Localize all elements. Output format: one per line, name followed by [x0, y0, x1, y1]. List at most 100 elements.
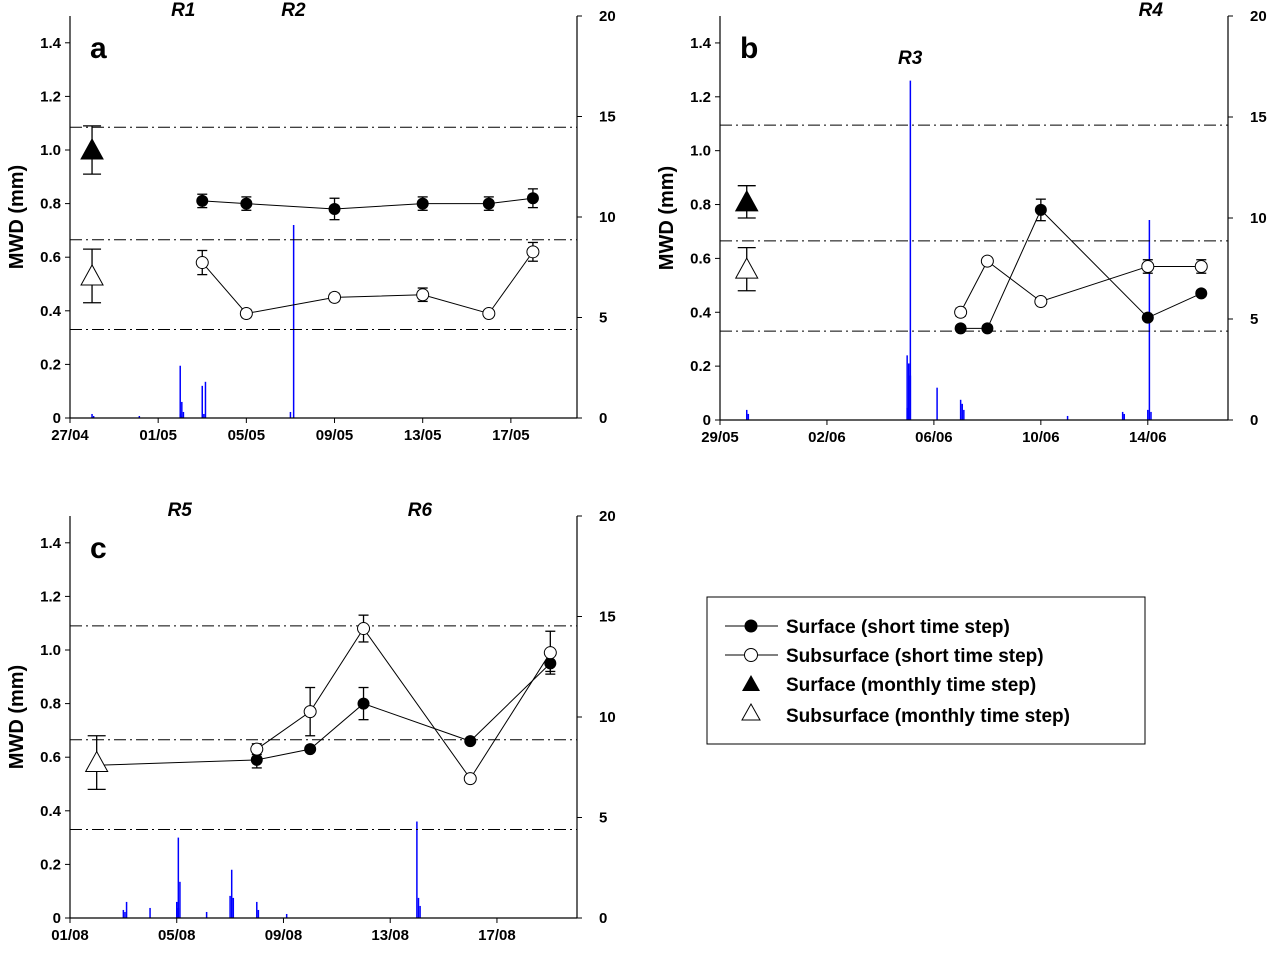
- data-point-surface: [416, 197, 429, 210]
- y-axis-title: MWD (mm): [6, 665, 28, 769]
- y-tick-label: 1.0: [690, 143, 711, 160]
- data-point-subsurface: [980, 254, 994, 268]
- data-point-surface: [526, 192, 539, 205]
- panel-label: c: [90, 532, 107, 565]
- data-point-open-triangle: [80, 263, 104, 286]
- y2-tick-label: 5: [599, 310, 607, 327]
- panel-b: 0 0.2 0.4 0.6 0.8 1.0 1.2 1.4 0 5 10 15 20 29/05 02/06…: [656, 0, 1267, 446]
- x-tick-label: 13/08: [371, 927, 409, 944]
- x-tick-label: 06/06: [915, 429, 953, 446]
- data-point-surface: [1195, 287, 1208, 300]
- x-tick-label: 05/08: [158, 927, 196, 944]
- x-tick-label: 01/05: [139, 427, 177, 444]
- y2-tick-label: 20: [599, 8, 616, 25]
- data-point-surface: [954, 322, 967, 335]
- y2-tick-label: 0: [599, 410, 607, 427]
- x-tick-label: 09/08: [265, 927, 303, 944]
- data-point-subsurface: [416, 288, 430, 302]
- y-tick-label: 1.4: [690, 35, 712, 52]
- y-tick-label: 1.2: [690, 89, 711, 106]
- data-point-surface: [464, 735, 477, 748]
- panel-label: a: [90, 32, 107, 65]
- legend-label-surface-short: Surface (short time step): [786, 617, 1010, 638]
- y-tick-label: 0.6: [40, 749, 61, 766]
- y2-tick-label: 10: [1250, 210, 1267, 227]
- data-point-subsurface: [1141, 259, 1155, 273]
- legend-marker-open-circle: [744, 648, 758, 662]
- data-point-surface: [196, 194, 209, 207]
- x-tick-label: 05/05: [228, 427, 266, 444]
- x-tick-label: 27/04: [51, 427, 89, 444]
- data-point-subsurface: [482, 306, 496, 320]
- x-tick-label: 02/06: [808, 429, 846, 446]
- y-tick-label: 0.8: [690, 197, 711, 214]
- series-line-open-circle: [201, 251, 534, 315]
- x-tick-label: 29/05: [701, 429, 739, 446]
- series-line-filled-circle: [202, 197, 533, 210]
- data-point-subsurface: [239, 306, 253, 320]
- data-point-surface: [304, 743, 317, 756]
- y2-tick-label: 20: [1250, 8, 1267, 25]
- y2-tick-label: 20: [599, 508, 616, 525]
- data-point-subsurface: [954, 305, 968, 319]
- y2-tick-label: 5: [1250, 311, 1258, 328]
- rain-event-label: R4: [1139, 0, 1164, 21]
- y-tick-label: 0.6: [40, 249, 61, 266]
- y2-tick-label: 10: [599, 709, 616, 726]
- y-tick-label: 1.4: [40, 535, 62, 552]
- x-tick-label: 17/08: [478, 927, 516, 944]
- y-tick-label: 0: [53, 410, 61, 427]
- y-tick-label: 0.4: [690, 304, 712, 321]
- legend-box: [706, 596, 1146, 745]
- y-tick-label: 1.2: [40, 588, 61, 605]
- legend-marker-filled-circle: [744, 619, 758, 633]
- y-tick-label: 0.2: [690, 358, 711, 375]
- x-tick-label: 13/05: [404, 427, 442, 444]
- y2-tick-label: 0: [599, 910, 607, 927]
- data-point-surface: [981, 322, 994, 335]
- rain-event-label: R3: [898, 48, 923, 69]
- data-point-surface: [1034, 203, 1047, 216]
- y-axis-title: MWD (mm): [656, 166, 678, 270]
- rain-event-label: R5: [168, 500, 193, 521]
- y-tick-label: 0.2: [40, 856, 61, 873]
- x-tick-label: 09/05: [316, 427, 354, 444]
- series-line-filled-circle: [96, 663, 551, 766]
- data-point-filled-triangle: [734, 189, 759, 212]
- series-line-open-circle: [256, 627, 551, 780]
- data-point-subsurface: [250, 742, 264, 756]
- y-axis-title: MWD (mm): [6, 165, 28, 269]
- x-tick-label: 01/08: [51, 927, 89, 944]
- data-point-surface: [482, 197, 495, 210]
- series-line-open-circle: [960, 260, 1202, 313]
- series-line-filled-circle: [960, 209, 1202, 329]
- data-point-subsurface: [543, 646, 557, 660]
- y-tick-label: 1.2: [40, 88, 61, 105]
- y2-tick-label: 15: [1250, 109, 1267, 126]
- data-point-subsurface: [328, 290, 342, 304]
- x-tick-label: 14/06: [1129, 429, 1167, 446]
- legend-label-surface-monthly: Surface (monthly time step): [786, 675, 1036, 696]
- data-point-surface: [328, 202, 341, 215]
- x-tick-label: 10/06: [1022, 429, 1060, 446]
- data-point-open-triangle: [734, 257, 759, 279]
- data-point-subsurface: [1034, 294, 1048, 308]
- y-tick-label: 0: [703, 412, 711, 429]
- y2-tick-label: 10: [599, 209, 616, 226]
- legend-marker-filled-triangle: [742, 675, 760, 691]
- y-tick-label: 1.0: [40, 642, 61, 659]
- data-point-surface: [1141, 311, 1154, 324]
- y2-tick-label: 0: [1250, 412, 1258, 429]
- y-tick-label: 1.4: [40, 35, 62, 52]
- data-point-subsurface: [195, 256, 209, 270]
- legend-marker-open-triangle: [741, 702, 761, 721]
- rain-event-label: R6: [408, 500, 433, 521]
- data-point-subsurface: [526, 245, 540, 259]
- y-tick-label: 0.2: [40, 356, 61, 373]
- data-point-subsurface: [463, 772, 477, 786]
- legend-label-subsurface-monthly: Subsurface (monthly time step): [786, 706, 1070, 727]
- data-point-surface: [357, 697, 370, 710]
- y2-tick-label: 15: [599, 609, 616, 626]
- y-tick-label: 0.4: [40, 303, 62, 320]
